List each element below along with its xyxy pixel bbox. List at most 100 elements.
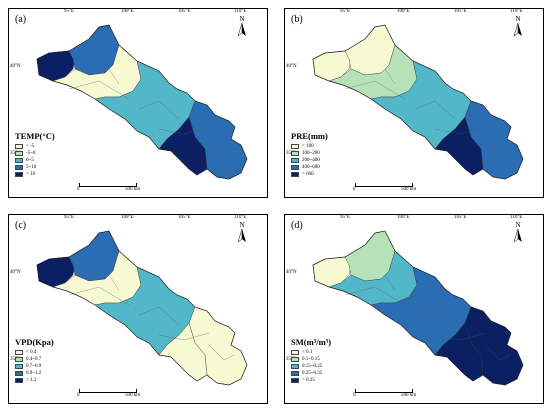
legend-swatch (291, 364, 299, 369)
north-arrow-icon: N (511, 221, 525, 243)
region-outline (36, 24, 248, 180)
boundary-line (414, 306, 456, 326)
scale-start-label: 0 (353, 187, 356, 192)
legend-swatch (291, 371, 299, 376)
legend-text: -5~0 (26, 151, 36, 156)
scale-start-label: 0 (77, 393, 80, 398)
lat-tick-label: 40°N (10, 64, 21, 69)
boundary-line (138, 306, 180, 326)
boundary-line (68, 286, 130, 306)
north-label: N (239, 15, 245, 23)
legend-text: 0.25~0.35 (302, 371, 323, 376)
panel-label: (d) (291, 220, 303, 231)
north-label: N (515, 15, 521, 23)
legend-text: 0.1~0.15 (302, 357, 320, 362)
boundary-line (434, 126, 486, 135)
north-arrow-icon: N (235, 221, 249, 243)
legend-text: > 1.2 (26, 378, 37, 383)
legend-swatch (291, 144, 299, 149)
boundary-line (344, 80, 406, 100)
legend: PRE(mm) < 100 100~200 200~400 400~600 > 600 (291, 131, 328, 178)
scale-bar-line (355, 389, 413, 393)
legend-text: > 600 (302, 172, 314, 177)
scale-bar-line (79, 183, 137, 187)
lon-tick-label: 105°E (178, 215, 191, 220)
legend: TEMP(°C) < -5 -5~0 0~5 5~10 > 10 (15, 131, 55, 178)
north-label: N (515, 221, 521, 229)
legend-item: 5~10 (15, 164, 55, 171)
boundary-line (158, 126, 210, 135)
legend-item: < 100 (291, 143, 328, 150)
scale-bar: 0 500 km (353, 183, 416, 193)
legend-text: 5~10 (26, 165, 37, 170)
legend: VPD(Kpa) < 0.4 0.4~0.7 0.7~0.9 0.9~1.2 > 1.2 (15, 337, 54, 384)
boundary-line (434, 332, 486, 341)
legend-swatch (15, 151, 23, 156)
legend-item: < -5 (15, 143, 55, 150)
boundary-line (484, 344, 511, 361)
legend-text: 0.7~0.9 (26, 364, 42, 369)
lat-tick-label: 40°N (286, 64, 297, 69)
boundary-line (344, 286, 406, 306)
lon-tick-label: 110°E (510, 9, 523, 14)
region-outline (312, 24, 524, 180)
scale-bar: 0 500 km (77, 389, 140, 399)
legend-item: 0.4~0.7 (15, 356, 54, 363)
legend-swatch (291, 165, 299, 170)
legend-text: 400~600 (302, 165, 320, 170)
north-label: N (239, 221, 245, 229)
legend-item: < 0.4 (15, 349, 54, 356)
lat-tick-label: 40°N (10, 270, 21, 275)
map-panel-b: (b)N95°E100°E105°E110°E40°N35°NPRE(mm)< … (284, 8, 544, 198)
boundary-line (384, 68, 396, 85)
lon-tick-label: 105°E (178, 9, 191, 14)
panel-label: (b) (291, 14, 303, 25)
lon-tick-label: 105°E (454, 215, 467, 220)
scale-end-label: 500 km (125, 187, 141, 192)
legend-item: 0.9~1.2 (15, 370, 54, 377)
north-arrow-glyph (238, 23, 246, 37)
legend-text: < 0.4 (26, 350, 37, 355)
legend-text: < 0.1 (302, 350, 313, 355)
legend: SM(m³/m³) < 0.1 0.1~0.15 0.15~0.25 0.25~0.35… (291, 337, 331, 384)
lon-tick-label: 110°E (234, 215, 247, 220)
legend-swatch (291, 378, 299, 383)
boundary-line (414, 100, 456, 120)
legend-text: 0.4~0.7 (26, 357, 42, 362)
lon-tick-label: 95°E (340, 9, 351, 14)
legend-text: 0~5 (26, 158, 34, 163)
legend-text: 0.15~0.25 (302, 364, 323, 369)
legend-swatch (15, 378, 23, 383)
legend-item: 0.15~0.25 (291, 363, 331, 370)
legend-title: VPD(Kpa) (15, 337, 54, 347)
scale-bar: 0 500 km (353, 389, 417, 399)
lon-tick-label: 110°E (234, 9, 247, 14)
north-arrow-glyph (514, 229, 522, 243)
north-arrow-glyph (514, 23, 522, 37)
north-arrow-icon: N (235, 15, 249, 37)
north-arrow-glyph (238, 229, 246, 243)
legend-item: > 0.35 (291, 377, 331, 384)
legend-item: > 10 (15, 171, 55, 178)
legend-swatch (291, 357, 299, 362)
lon-tick-label: 100°E (121, 9, 134, 14)
lon-tick-label: 100°E (121, 215, 134, 220)
lon-tick-label: 95°E (64, 9, 75, 14)
legend-text: < 100 (302, 144, 314, 149)
legend-swatch (15, 172, 23, 177)
legend-item: 100~200 (291, 150, 328, 157)
scale-end-label: 500 km (401, 393, 417, 398)
lat-tick-label: 40°N (286, 270, 297, 275)
boundary-line (108, 274, 120, 291)
legend-text: > 0.35 (302, 378, 315, 383)
legend-item: 0.1~0.15 (291, 356, 331, 363)
map-panel-c: (c)N95°E100°E105°E110°E40°N35°NVPD(Kpa)<… (8, 214, 268, 404)
lon-tick-label: 100°E (397, 9, 410, 14)
boundary-line (384, 274, 396, 291)
legend-title: SM(m³/m³) (291, 337, 332, 347)
scale-start-label: 0 (77, 187, 80, 192)
legend-item: < 0.1 (291, 349, 331, 356)
legend-title: PRE(mm) (291, 131, 328, 141)
legend-swatch (15, 144, 23, 149)
panel-label: (a) (15, 14, 27, 25)
